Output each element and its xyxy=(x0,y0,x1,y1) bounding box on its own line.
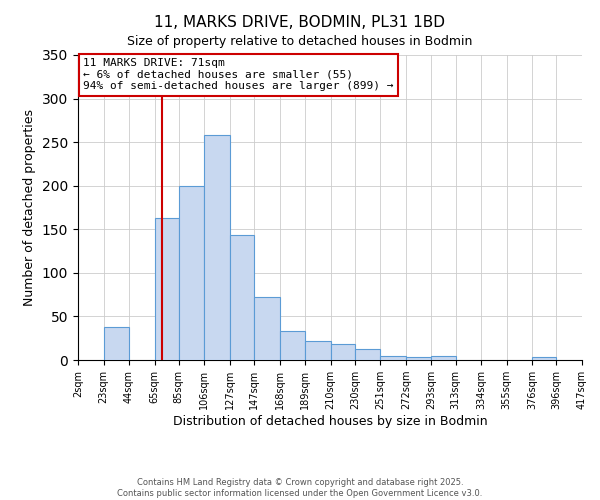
Bar xyxy=(104,327,129,360)
Text: Size of property relative to detached houses in Bodmin: Size of property relative to detached ho… xyxy=(127,35,473,48)
Bar xyxy=(406,358,431,360)
Bar xyxy=(431,356,455,360)
X-axis label: Distribution of detached houses by size in Bodmin: Distribution of detached houses by size … xyxy=(173,415,487,428)
Bar xyxy=(155,218,179,360)
Bar xyxy=(355,348,380,360)
Bar xyxy=(254,298,280,360)
Text: 11 MARKS DRIVE: 71sqm
← 6% of detached houses are smaller (55)
94% of semi-detac: 11 MARKS DRIVE: 71sqm ← 6% of detached h… xyxy=(83,58,394,91)
Bar xyxy=(230,236,254,360)
Bar xyxy=(532,358,556,360)
Bar xyxy=(380,356,406,360)
Bar xyxy=(331,344,355,360)
Bar xyxy=(179,186,205,360)
Bar xyxy=(305,341,331,360)
Text: 11, MARKS DRIVE, BODMIN, PL31 1BD: 11, MARKS DRIVE, BODMIN, PL31 1BD xyxy=(155,15,445,30)
Bar xyxy=(205,135,230,360)
Y-axis label: Number of detached properties: Number of detached properties xyxy=(23,109,37,306)
Bar xyxy=(280,331,305,360)
Text: Contains HM Land Registry data © Crown copyright and database right 2025.
Contai: Contains HM Land Registry data © Crown c… xyxy=(118,478,482,498)
